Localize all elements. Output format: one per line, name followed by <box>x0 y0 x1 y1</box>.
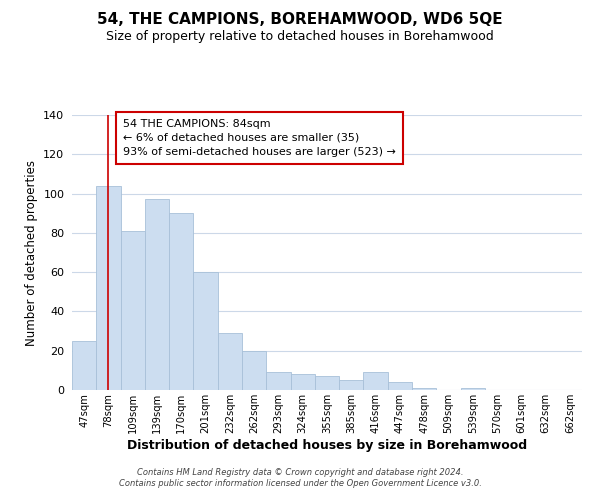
Bar <box>315 376 339 390</box>
X-axis label: Distribution of detached houses by size in Borehamwood: Distribution of detached houses by size … <box>127 438 527 452</box>
Text: 54 THE CAMPIONS: 84sqm
← 6% of detached houses are smaller (35)
93% of semi-deta: 54 THE CAMPIONS: 84sqm ← 6% of detached … <box>123 119 396 157</box>
Bar <box>412 388 436 390</box>
Bar <box>242 350 266 390</box>
Text: 54, THE CAMPIONS, BOREHAMWOOD, WD6 5QE: 54, THE CAMPIONS, BOREHAMWOOD, WD6 5QE <box>97 12 503 28</box>
Bar <box>339 380 364 390</box>
Bar <box>145 200 169 390</box>
Y-axis label: Number of detached properties: Number of detached properties <box>25 160 38 346</box>
Bar <box>121 231 145 390</box>
Bar <box>218 333 242 390</box>
Text: Size of property relative to detached houses in Borehamwood: Size of property relative to detached ho… <box>106 30 494 43</box>
Bar <box>193 272 218 390</box>
Bar <box>72 341 96 390</box>
Bar <box>461 388 485 390</box>
Bar <box>96 186 121 390</box>
Text: Contains HM Land Registry data © Crown copyright and database right 2024.
Contai: Contains HM Land Registry data © Crown c… <box>119 468 481 487</box>
Bar <box>290 374 315 390</box>
Bar <box>266 372 290 390</box>
Bar <box>364 372 388 390</box>
Bar <box>169 213 193 390</box>
Bar <box>388 382 412 390</box>
